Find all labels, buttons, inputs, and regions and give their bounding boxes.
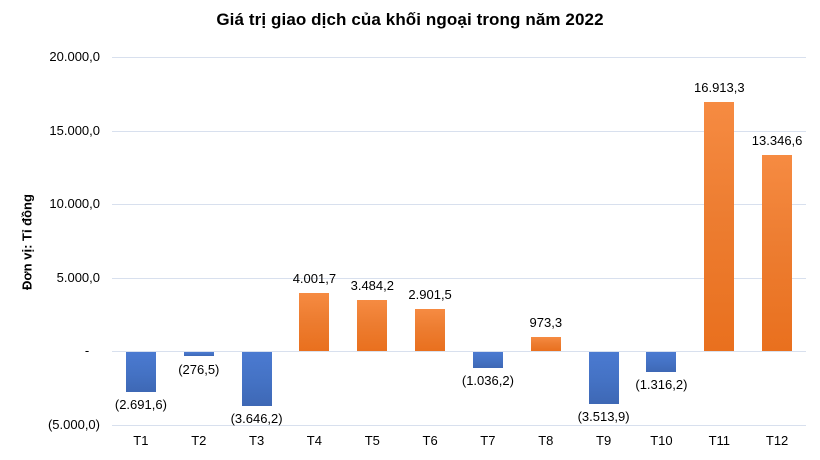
x-axis-tick-label-T9: T9 xyxy=(596,433,612,448)
bar-T8 xyxy=(530,337,561,352)
y-axis-tick-label: 10.000,0 xyxy=(49,196,100,212)
bar-T5 xyxy=(357,300,388,352)
gridline xyxy=(112,351,806,353)
value-label-T6: 2.901,5 xyxy=(408,286,452,302)
gridline xyxy=(112,130,806,132)
bar-T6 xyxy=(415,308,446,352)
bar-T11 xyxy=(704,102,735,352)
value-label-T7: (1.036,2) xyxy=(461,372,514,388)
x-axis-tick-label-T1: T1 xyxy=(133,433,149,448)
bar-T10 xyxy=(646,352,677,372)
value-label-T3: (3.646,2) xyxy=(230,411,283,427)
gridline xyxy=(112,57,806,58)
y-axis-tick-label: 20.000,0 xyxy=(49,49,100,64)
gridline xyxy=(112,425,806,426)
y-axis-tick-label: - xyxy=(84,343,100,359)
x-axis-tick-label-T8: T8 xyxy=(538,433,554,448)
x-axis-tick-label-T6: T6 xyxy=(422,433,438,448)
bar-T7 xyxy=(472,352,503,368)
x-axis-tick-label-T3: T3 xyxy=(249,433,265,448)
value-label-T9: (3.513,9) xyxy=(577,409,630,425)
x-axis-tick-label-T11: T11 xyxy=(708,433,731,448)
value-label-T11: 16.913,3 xyxy=(693,80,745,96)
gridline xyxy=(112,277,806,279)
chart-title: Giá trị giao dịch của khối ngoại trong n… xyxy=(216,10,604,29)
value-label-T2: (276,5) xyxy=(178,361,220,377)
x-axis-tick-label-T4: T4 xyxy=(306,433,322,448)
value-label-T12: 13.346,6 xyxy=(751,132,803,148)
bar-T9 xyxy=(588,352,619,405)
y-axis-tick-label: 15.000,0 xyxy=(49,122,100,138)
value-label-T8: 973,3 xyxy=(529,315,563,331)
bar-T1 xyxy=(125,352,156,392)
value-label-T5: 3.484,2 xyxy=(350,278,394,294)
x-axis-tick-label-T12: T12 xyxy=(765,433,789,448)
x-axis-tick-label-T5: T5 xyxy=(364,433,380,448)
bar-T2 xyxy=(183,352,214,357)
value-label-T4: 4.001,7 xyxy=(292,270,337,286)
bar-T4 xyxy=(299,292,330,352)
bar-T12 xyxy=(762,154,793,352)
x-axis-tick-label-T10: T10 xyxy=(650,433,673,448)
gridline xyxy=(112,204,806,206)
x-axis-tick-label-T2: T2 xyxy=(191,433,207,448)
y-axis-tick-label: 5.000,0 xyxy=(56,269,100,285)
value-label-T10: (1.316,2) xyxy=(635,376,688,392)
y-axis-tick-label: (5.000,0) xyxy=(47,417,100,432)
bar-T3 xyxy=(241,352,272,407)
x-axis-tick-label-T7: T7 xyxy=(480,433,496,448)
value-label-T1: (2.691,6) xyxy=(114,397,167,412)
